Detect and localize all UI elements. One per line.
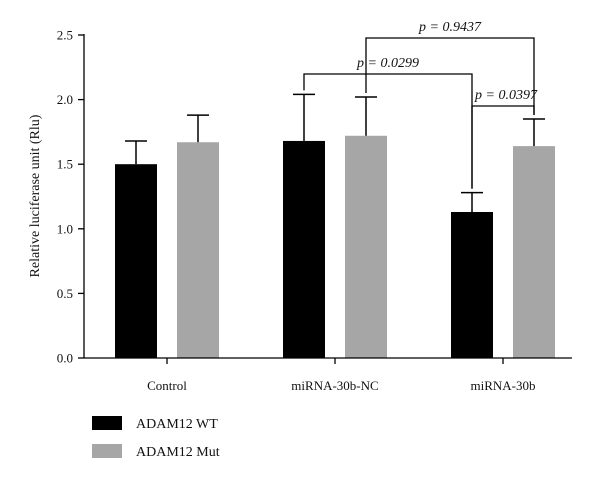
x-tick-label: miRNA-30b [471, 378, 536, 393]
legend-label-wt: ADAM12 WT [136, 417, 218, 432]
x-tick-label: miRNA-30b-NC [291, 378, 378, 393]
significance-bracket-2 [471, 105, 535, 189]
bar-wt-0 [115, 164, 157, 358]
p-value-label-1: p = 0.0299 [356, 56, 419, 71]
legend: ADAM12 WT ADAM12 Mut [92, 416, 220, 460]
legend-label-mut: ADAM12 Mut [136, 445, 220, 460]
bar-mut-0 [177, 142, 219, 358]
bars-layer [115, 93, 555, 358]
bar-wt-1 [283, 140, 325, 358]
p-value-label-0: p = 0.9437 [418, 20, 482, 35]
y-tick-label: 2.5 [57, 28, 73, 43]
y-tick-label: 0.0 [57, 351, 73, 366]
y-tick-label: 1.5 [57, 157, 73, 172]
legend-swatch-wt [92, 416, 122, 430]
p-value-label-2: p = 0.0397 [474, 88, 538, 103]
y-tick-label: 1.0 [57, 221, 73, 236]
significance-bracket-0 [365, 37, 535, 115]
y-tick-label: 0.5 [57, 286, 73, 301]
significance-bracket-1 [303, 73, 473, 189]
bar-wt-2 [451, 212, 493, 358]
y-axis-title: Relative luciferase unit (Rlu) [28, 114, 43, 277]
bar-mut-1 [345, 135, 387, 358]
legend-swatch-mut [92, 444, 122, 458]
y-tick-label: 2.0 [57, 92, 73, 107]
bar-mut-2 [513, 146, 555, 358]
x-tick-label: Control [147, 378, 187, 393]
axes-layer: 0.0 0.5 1.0 1.5 2.0 2.5 Control miRNA-30b-NC miR… [57, 28, 572, 393]
annotation-layer: p = 0.9437 p = 0.0299 p = 0.0397 [303, 20, 538, 189]
